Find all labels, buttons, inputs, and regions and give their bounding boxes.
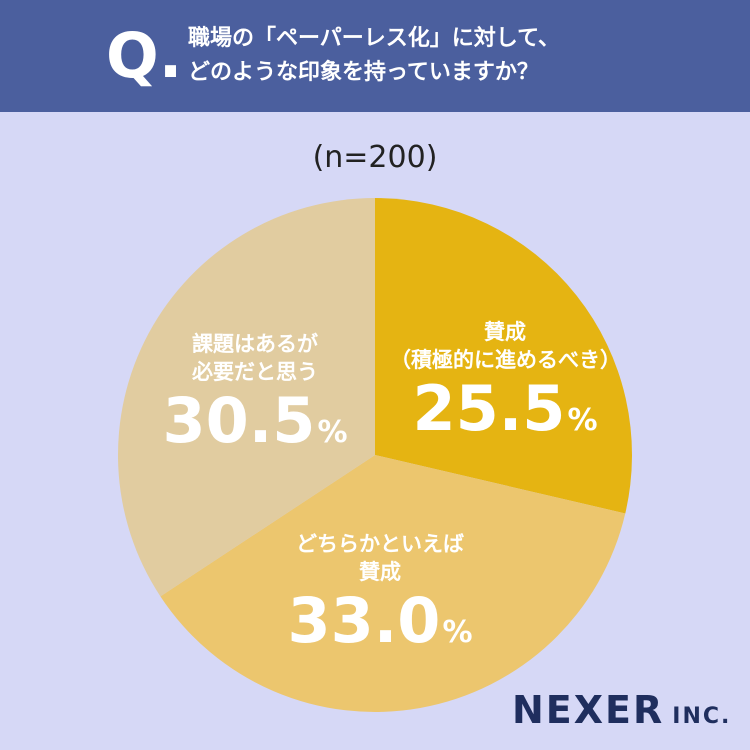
pie-slice-1 <box>160 455 626 712</box>
slice-1-value: 33.0 <box>287 584 441 657</box>
slice-label-1: どちらかといえば 賛成 33.0% <box>260 530 500 656</box>
question-header: Q. 職場の「ペーパーレス化」に対して、 どのような印象を持っていますか？ <box>0 0 750 112</box>
slice-0-unit: % <box>567 403 598 438</box>
slice-label-0: 賛成 （積極的に進めるべき） 25.5% <box>390 318 621 445</box>
slice-0-label-line2: （積極的に進めるべき） <box>390 348 621 372</box>
question-line-1: 職場の「ペーパーレス化」に対して、 <box>188 26 561 51</box>
slice-2-label-line2: 必要だと思う <box>192 360 318 384</box>
slice-2-unit: % <box>317 415 348 450</box>
slice-label-2: 課題はあるが 必要だと思う 30.5% <box>150 330 360 456</box>
slice-2-value: 30.5 <box>162 384 316 457</box>
question-line-2: どのような印象を持っていますか？ <box>188 60 539 85</box>
slice-1-label-line2: 賛成 <box>359 560 401 584</box>
slice-2-label-line1: 課題はあるが <box>192 332 318 356</box>
pie-slice-2 <box>117 198 375 597</box>
slice-0-label-line1: 賛成 <box>484 320 526 344</box>
question-text: 職場の「ペーパーレス化」に対して、 どのような印象を持っていますか？ <box>188 22 560 90</box>
q-mark: Q. <box>106 19 183 92</box>
sample-size: (n=200) <box>312 140 438 175</box>
slice-1-label-line1: どちらかといえば <box>296 532 464 556</box>
nexer-logo: NEXER INC. <box>512 688 731 732</box>
slice-1-unit: % <box>442 615 473 650</box>
pie-slice-0 <box>375 198 632 514</box>
logo-suffix: INC. <box>672 704 732 729</box>
slice-0-value: 25.5 <box>412 372 566 445</box>
logo-main: NEXER <box>512 688 665 732</box>
